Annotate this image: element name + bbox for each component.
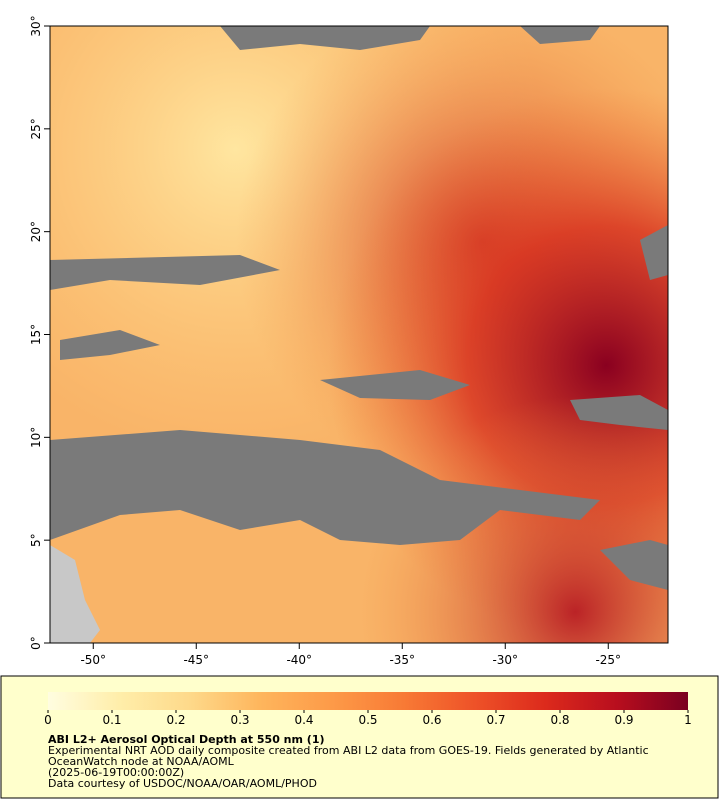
y-tick-label: 20° (29, 221, 43, 242)
x-tick-label: -35° (389, 653, 415, 667)
y-tick-label: 30° (29, 15, 43, 36)
colorbar-tick-label: 0.3 (230, 713, 249, 727)
y-tick-label: 0° (29, 636, 43, 650)
legend-title: ABI L2+ Aerosol Optical Depth at 550 nm … (48, 733, 325, 746)
y-tick-label: 15° (29, 324, 43, 345)
colorbar-tick-label: 0.1 (102, 713, 121, 727)
colorbar-tick-label: 0.2 (166, 713, 185, 727)
legend-note: Experimental NRT AOD daily composite cre… (48, 744, 649, 757)
legend-note: (2025-06-19T00:00:00Z) (48, 766, 184, 779)
y-tick-label: 5° (29, 533, 43, 547)
colorbar-tick-label: 0.6 (422, 713, 441, 727)
colorbar-tick-label: 0 (44, 713, 52, 727)
y-tick-label: 10° (29, 427, 43, 448)
legend-note: OceanWatch node at NOAA/AOML (48, 755, 235, 768)
colorbar-tick-label: 0.5 (358, 713, 377, 727)
colorbar-tick-label: 1 (684, 713, 692, 727)
legend-note: Data courtesy of USDOC/NOAA/OAR/AOML/PHO… (48, 777, 317, 790)
x-tick-label: -50° (80, 653, 106, 667)
y-tick-label: 25° (29, 118, 43, 139)
x-tick-label: -25° (595, 653, 621, 667)
map-field (50, 26, 668, 643)
x-tick-label: -30° (492, 653, 518, 667)
x-tick-label: -40° (286, 653, 312, 667)
colorbar-tick-label: 0.7 (486, 713, 505, 727)
colorbar (48, 692, 688, 710)
colorbar-tick-label: 0.9 (614, 713, 633, 727)
colorbar-tick-label: 0.4 (294, 713, 313, 727)
x-tick-label: -45° (183, 653, 209, 667)
colorbar-tick-label: 0.8 (550, 713, 569, 727)
